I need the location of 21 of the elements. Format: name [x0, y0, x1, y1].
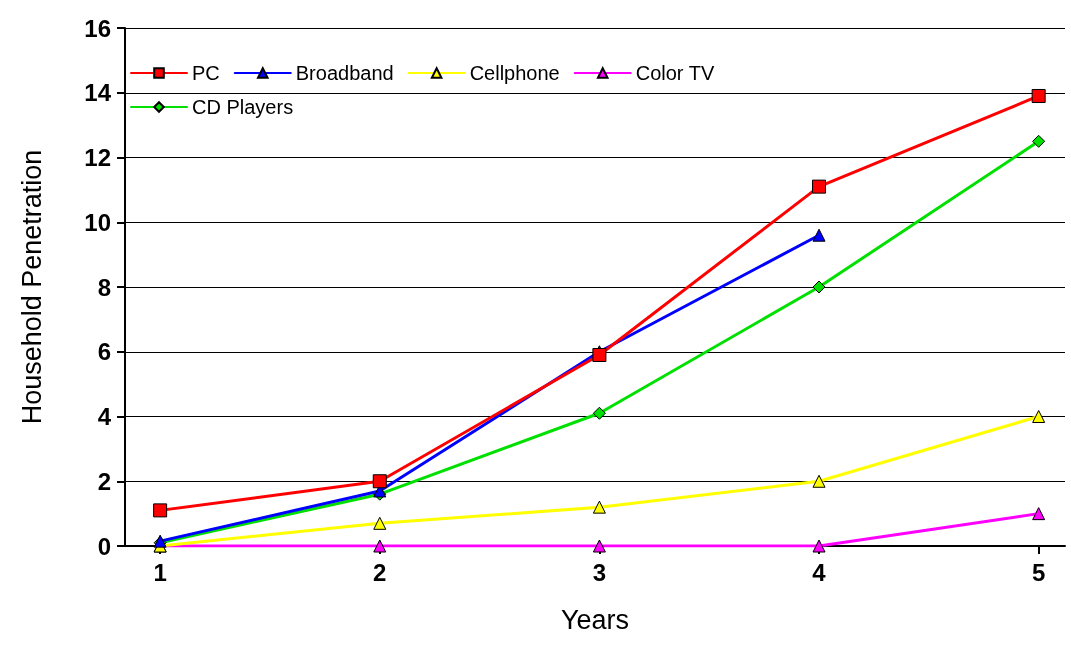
- y-tick-label: 0: [97, 532, 111, 560]
- y-tick-label: 12: [84, 144, 111, 171]
- legend-label: CD Players: [192, 96, 294, 118]
- x-tick-label: 5: [1031, 558, 1046, 586]
- legend-label: Broadband: [295, 62, 394, 84]
- x-axis-title: Years: [560, 604, 630, 635]
- x-tick-label: 3: [592, 558, 607, 586]
- x-tick-label: 4: [812, 558, 827, 586]
- x-tick-label: 2: [373, 558, 387, 586]
- x-tick-label: 1: [153, 558, 167, 586]
- legend-label: Color TV: [635, 62, 715, 84]
- y-tick-label: 2: [97, 467, 111, 495]
- y-tick-label: 6: [97, 338, 111, 366]
- y-tick-label: 14: [84, 79, 112, 107]
- y-tick-label: 10: [84, 208, 111, 236]
- y-tick-label: 8: [97, 273, 111, 301]
- y-tick-label: 4: [97, 403, 112, 430]
- legend-label: Cellphone: [469, 62, 560, 84]
- y-axis-title: Household Penetration: [16, 149, 47, 425]
- y-tick-label: 16: [84, 14, 111, 42]
- legend-label: PC: [192, 62, 220, 84]
